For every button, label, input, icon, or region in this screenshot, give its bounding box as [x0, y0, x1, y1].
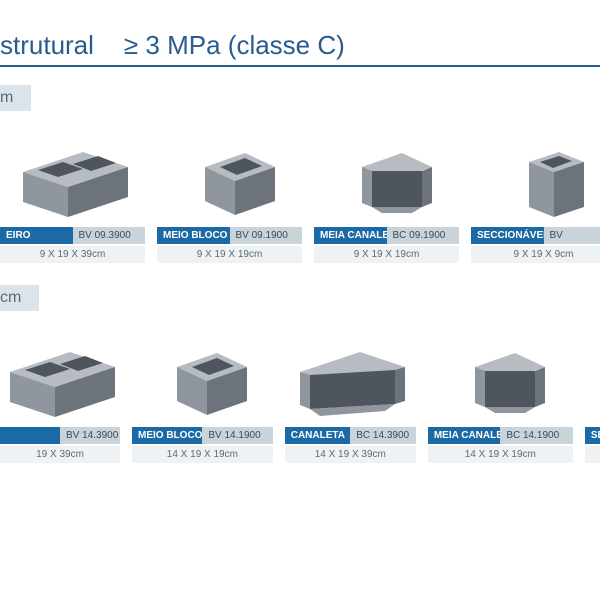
product-labels: MEIA CANALETABC 09.1900 9 X 19 X 19cm [314, 227, 459, 263]
product-name: MEIO BLOCO [132, 427, 202, 444]
product-code: BC 14.1900 [500, 427, 573, 444]
product-labels: EIROBV 09.3900 9 X 19 X 39cm [0, 227, 145, 263]
page-title: strutural [0, 30, 94, 61]
product-name: EIRO [0, 227, 73, 244]
product-image [290, 317, 410, 427]
product-row: BV 14.3900 19 X 39cm MEIO BLOCOBV 14.1900… [0, 317, 600, 463]
product-card: MEIO BLOCOBV 14.1900 14 X 19 X 19cm [132, 317, 273, 463]
group-label: cm [0, 285, 39, 311]
product-name: MEIO BLOCO [157, 227, 230, 244]
product-dimensions: 14 X 19 [585, 446, 600, 463]
product-name: MEIA CANALETA [314, 227, 387, 244]
product-name: MEIA CANALETA [428, 427, 501, 444]
product-image [13, 117, 133, 227]
product-labels: CANALETABC 14.3900 14 X 19 X 39cm [285, 427, 416, 463]
product-code: BC 09.1900 [387, 227, 460, 244]
product-dimensions: 9 X 19 X 39cm [0, 246, 145, 263]
product-card: SECCIONÁVEL 14 X 19 [585, 317, 600, 463]
product-dimensions: 14 X 19 X 19cm [132, 446, 273, 463]
product-code: BV [544, 227, 600, 244]
product-labels: BV 14.3900 19 X 39cm [0, 427, 120, 463]
product-dimensions: 9 X 19 X 19cm [157, 246, 302, 263]
product-card: EIROBV 09.3900 9 X 19 X 39cm [0, 117, 145, 263]
product-code: BV 14.1900 [202, 427, 272, 444]
product-dimensions: 14 X 19 X 39cm [285, 446, 416, 463]
page-subtitle: ≥ 3 MPa (classe C) [124, 30, 345, 61]
product-card: SECCIONÁVELBV 9 X 19 X 9cm [471, 117, 600, 263]
product-labels: MEIO BLOCOBV 14.1900 14 X 19 X 19cm [132, 427, 273, 463]
product-name: SECCIONÁVEL [471, 227, 544, 244]
product-image [585, 317, 600, 427]
product-image [484, 117, 600, 227]
product-image [142, 317, 262, 427]
product-image [170, 117, 290, 227]
product-labels: MEIO BLOCOBV 09.1900 9 X 19 X 19cm [157, 227, 302, 263]
product-row: EIROBV 09.39009 X 19 X 39cm MEIO BLOCOBV… [0, 117, 600, 263]
product-card: BV 14.3900 19 X 39cm [0, 317, 120, 463]
product-labels: SECCIONÁVELBV 9 X 19 X 9cm [471, 227, 600, 263]
catalog-page: strutural ≥ 3 MPa (classe C) m EIROBV 09… [0, 30, 600, 485]
product-image [0, 317, 120, 427]
product-labels: SECCIONÁVEL 14 X 19 [585, 427, 600, 463]
product-code: BC 14.3900 [350, 427, 416, 444]
product-image [327, 117, 447, 227]
product-code: BV 09.1900 [230, 227, 303, 244]
product-code: BV 09.3900 [73, 227, 146, 244]
product-image [440, 317, 560, 427]
product-code: BV 14.3900 [60, 427, 120, 444]
product-dimensions: 9 X 19 X 9cm [471, 246, 600, 263]
product-name: SECCIONÁVEL [585, 427, 600, 444]
product-name: CANALETA [285, 427, 351, 444]
product-labels: MEIA CANALETABC 14.1900 14 X 19 X 19cm [428, 427, 573, 463]
product-dimensions: 9 X 19 X 19cm [314, 246, 459, 263]
group-label: m [0, 85, 31, 111]
product-dimensions: 14 X 19 X 19cm [428, 446, 573, 463]
product-name [0, 427, 60, 444]
page-title-row: strutural ≥ 3 MPa (classe C) [0, 30, 600, 67]
product-card: MEIA CANALETABC 14.1900 14 X 19 X 19cm [428, 317, 573, 463]
product-card: MEIO BLOCOBV 09.1900 9 X 19 X 19cm [157, 117, 302, 263]
product-card: MEIA CANALETABC 09.1900 9 X 19 X 19cm [314, 117, 459, 263]
product-dimensions: 19 X 39cm [0, 446, 120, 463]
product-groups: m EIROBV 09.3900 9 X 19 X 39cm MEIO BLOCO… [0, 85, 600, 463]
product-card: CANALETABC 14.3900 14 X 19 X 39cm [285, 317, 416, 463]
